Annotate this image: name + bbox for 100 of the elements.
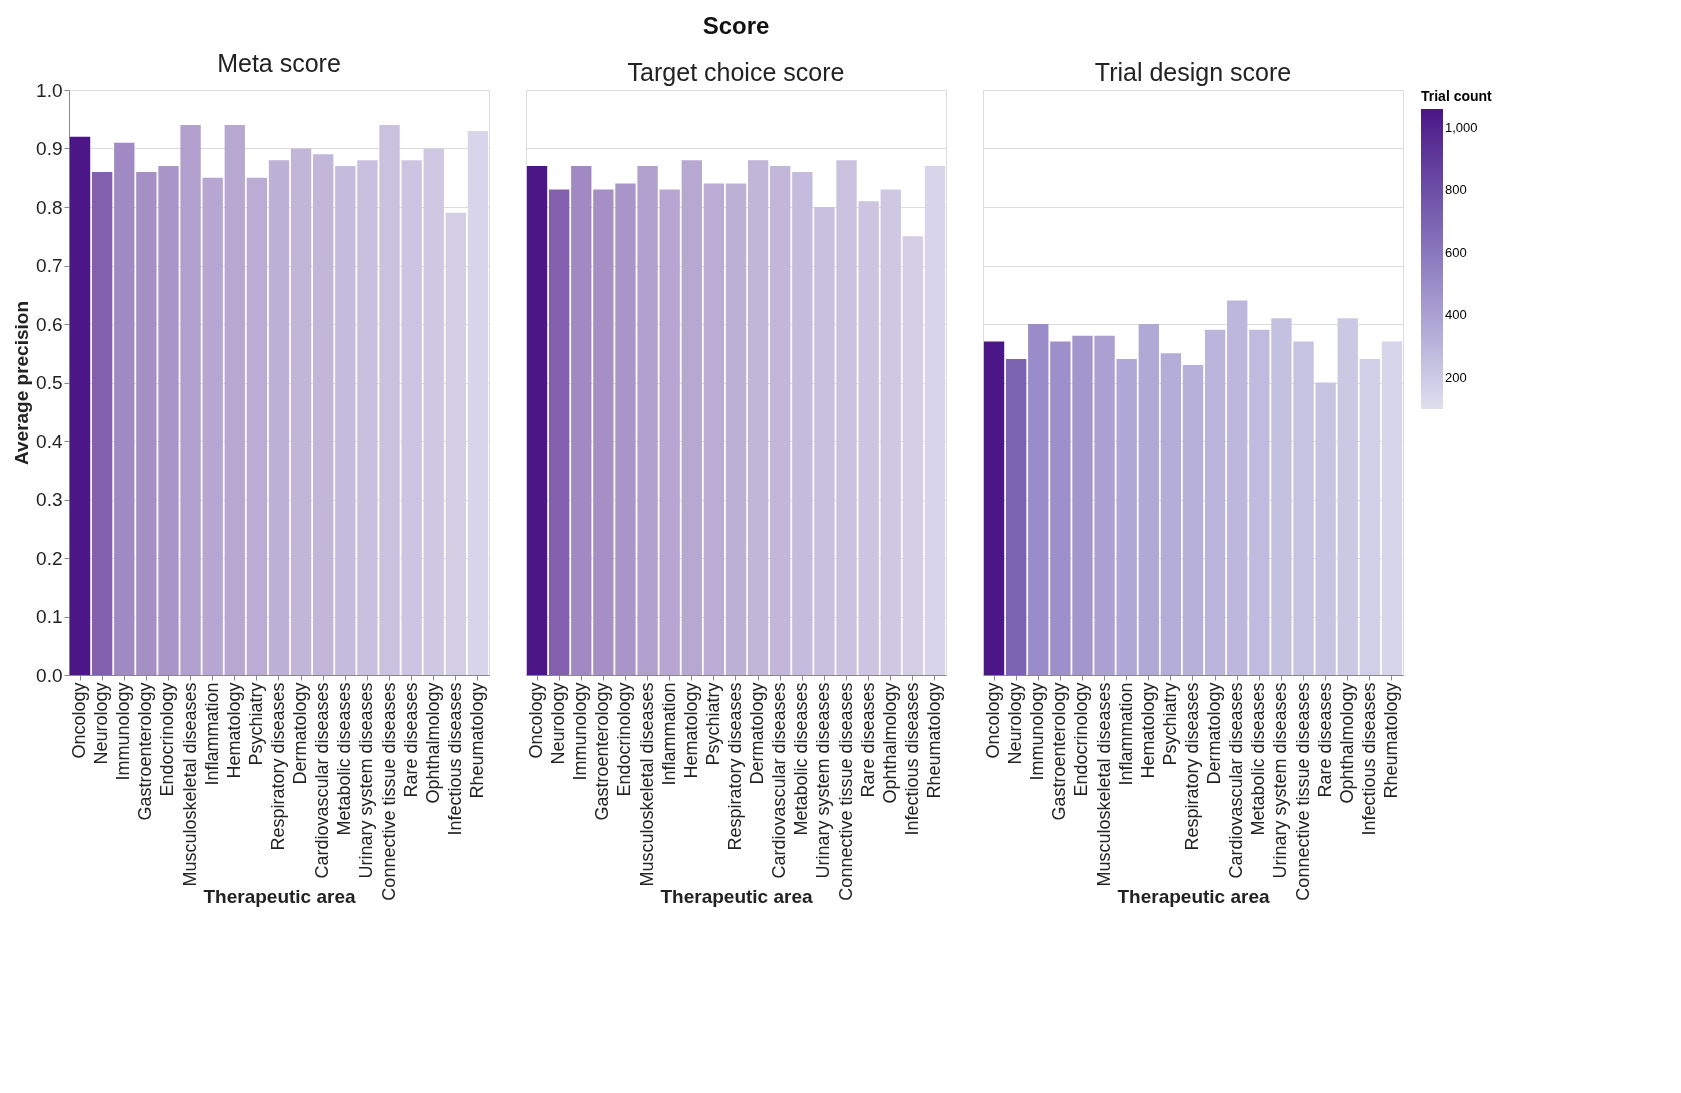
bar xyxy=(445,212,467,675)
x-tick-label: Infectious diseases xyxy=(901,682,922,836)
x-tick-label: Oncology xyxy=(526,682,547,759)
bar xyxy=(114,142,135,675)
x-axis-title: Therapeutic area xyxy=(1117,885,1270,907)
y-tick-label: 0.8 xyxy=(36,196,63,218)
x-tick-label: Immunology xyxy=(1027,682,1048,781)
x-tick-label: Dermatology xyxy=(747,682,768,785)
bar xyxy=(1227,300,1248,675)
bar xyxy=(1138,324,1159,675)
x-tick-label: Immunology xyxy=(570,682,591,781)
x-tick-label: Psychiatry xyxy=(245,682,266,766)
x-tick-label: Neurology xyxy=(548,682,569,765)
x-tick-label: Endocrinology xyxy=(1071,682,1092,797)
x-tick-label: Inflammation xyxy=(1115,682,1136,786)
x-tick-label: Gastroenterology xyxy=(135,682,156,821)
bar xyxy=(526,166,548,675)
color-bar-label: 200 xyxy=(1445,369,1467,385)
x-tick-label: Psychiatry xyxy=(1159,682,1180,766)
x-tick-label: Dermatology xyxy=(290,682,311,785)
bar xyxy=(313,154,334,675)
bar xyxy=(202,177,223,675)
x-tick-label: Ophthalmology xyxy=(422,682,443,804)
chart-subtitle: Trial design score xyxy=(1094,58,1292,86)
x-tick-label: Cardiovascular diseases xyxy=(769,682,790,879)
bar xyxy=(1160,353,1182,675)
bar xyxy=(983,341,1005,675)
x-tick-label: Musculoskeletal diseases xyxy=(179,682,200,887)
x-tick-label: Respiratory diseases xyxy=(725,682,745,851)
x-tick-label: Ophthalmology xyxy=(1336,682,1357,804)
bar xyxy=(1028,324,1049,675)
y-axis-title: Average precision xyxy=(11,300,33,466)
bar xyxy=(1381,341,1403,675)
x-tick-label: Respiratory diseases xyxy=(268,682,288,851)
bar xyxy=(924,166,946,675)
y-tick-label: 0.7 xyxy=(36,255,63,276)
bar xyxy=(703,183,725,675)
x-tick-label: Rheumatology xyxy=(466,682,487,799)
bar xyxy=(1005,359,1027,675)
x-tick-label: Rheumatology xyxy=(923,682,944,799)
bar xyxy=(1337,318,1358,675)
x-axis-title: Therapeutic area xyxy=(203,885,356,907)
x-tick-label: Psychiatry xyxy=(702,682,723,766)
x-tick-label: Cardiovascular diseases xyxy=(312,682,333,879)
y-tick-label: 0.1 xyxy=(36,606,63,627)
color-bar-label: 800 xyxy=(1445,182,1467,198)
bar xyxy=(1116,359,1137,675)
x-tick-label: Urinary system diseases xyxy=(1270,682,1291,879)
y-tick-label: 0.0 xyxy=(36,664,63,686)
x-axis-title: Therapeutic area xyxy=(660,885,813,907)
bar xyxy=(770,166,791,675)
bar xyxy=(467,130,489,675)
color-bar-label: 600 xyxy=(1445,244,1467,260)
color-bar-label: 400 xyxy=(1445,307,1467,323)
bar xyxy=(69,136,91,675)
x-tick-label: Rheumatology xyxy=(1380,682,1401,799)
y-tick-label: 0.6 xyxy=(36,313,63,335)
y-tick-label: 0.3 xyxy=(36,489,63,510)
x-tick-label: Inflammation xyxy=(658,682,679,786)
bar xyxy=(571,166,592,675)
x-tick-label: Respiratory diseases xyxy=(1182,682,1202,851)
bar xyxy=(1359,359,1381,675)
x-tick-label: Urinary system diseases xyxy=(813,682,834,879)
x-tick-label: Musculoskeletal diseases xyxy=(636,682,657,887)
bar xyxy=(290,148,312,675)
x-tick-label: Rare diseases xyxy=(400,682,421,798)
bar xyxy=(1204,329,1226,675)
bar xyxy=(1182,364,1204,675)
x-tick-label: Metabolic diseases xyxy=(791,682,812,836)
chart-subtitle: Meta score xyxy=(217,49,341,77)
color-bar-label: 1,000 xyxy=(1445,119,1478,135)
chart-title: Score xyxy=(702,12,770,39)
y-tick-label: 0.9 xyxy=(36,138,63,159)
x-tick-label: Connective tissue diseases xyxy=(835,682,856,901)
y-tick-label: 0.5 xyxy=(36,372,63,393)
x-tick-label: Metabolic diseases xyxy=(1248,682,1269,836)
x-tick-label: Immunology xyxy=(113,682,134,781)
x-tick-label: Gastroenterology xyxy=(1049,682,1070,821)
x-tick-label: Rare diseases xyxy=(857,682,878,798)
bar xyxy=(880,189,901,675)
x-tick-label: Neurology xyxy=(91,682,112,765)
bar xyxy=(335,166,356,675)
y-tick-label: 1.0 xyxy=(36,79,63,101)
bar xyxy=(1249,329,1270,675)
color-bar-title: Trial count xyxy=(1421,88,1493,104)
x-tick-label: Hematology xyxy=(680,682,701,779)
x-tick-label: Endocrinology xyxy=(614,682,635,797)
x-tick-label: Hematology xyxy=(1137,682,1158,779)
x-tick-label: Rare diseases xyxy=(1314,682,1335,798)
x-tick-label: Neurology xyxy=(1005,682,1026,765)
x-tick-label: Oncology xyxy=(69,682,90,759)
bar xyxy=(792,171,813,675)
bar xyxy=(268,160,290,675)
x-tick-label: Connective tissue diseases xyxy=(1292,682,1313,901)
y-tick-label: 0.2 xyxy=(36,547,63,569)
bar xyxy=(246,177,268,675)
x-tick-label: Gastroenterology xyxy=(592,682,613,821)
x-tick-label: Infectious diseases xyxy=(1358,682,1379,836)
x-tick-label: Ophthalmology xyxy=(879,682,900,804)
x-tick-label: Connective tissue diseases xyxy=(378,682,399,901)
